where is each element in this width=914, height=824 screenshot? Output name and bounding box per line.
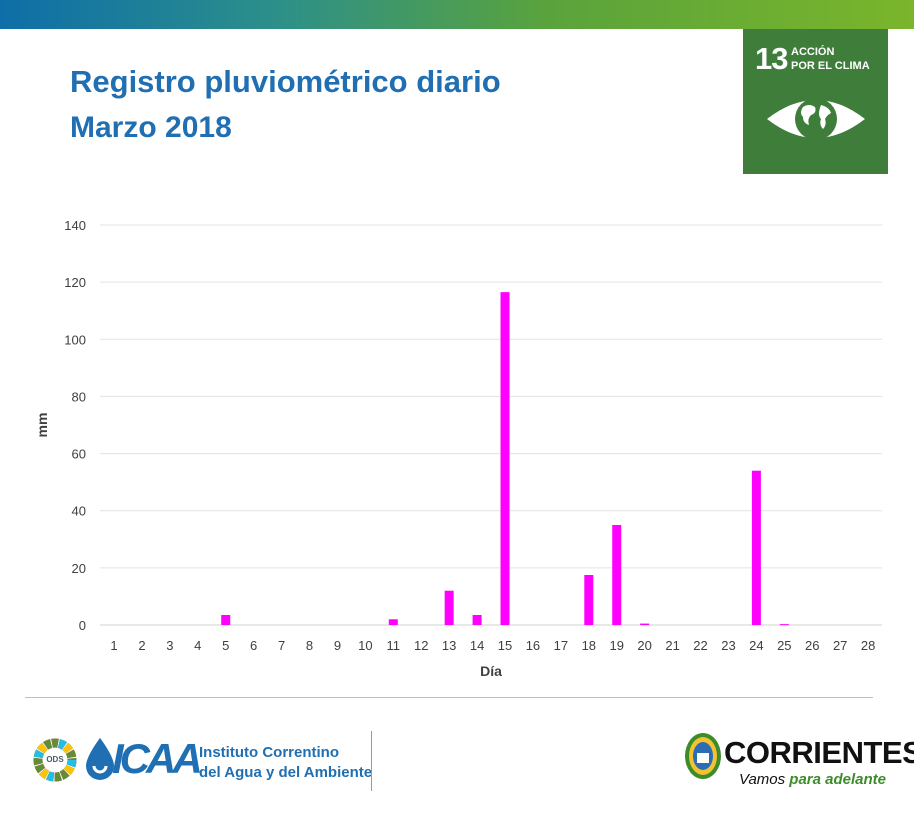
y-tick-label: 20: [72, 561, 86, 576]
corrientes-slogan: Vamos para adelante: [739, 771, 886, 788]
x-tick-label: 2: [138, 638, 145, 653]
bar-day-19: [612, 525, 622, 625]
x-tick-label: 22: [693, 638, 707, 653]
x-tick-label: 3: [166, 638, 173, 653]
x-tick-label: 25: [777, 638, 791, 653]
eye-earth-icon: [767, 98, 865, 140]
x-tick-label: 4: [194, 638, 201, 653]
sdg-13-badge: 13 ACCIÓN POR EL CLIMA: [743, 29, 888, 174]
ods-wheel-icon: [33, 738, 77, 782]
bar-day-25: [779, 624, 789, 626]
sdg-number: 13: [755, 41, 788, 76]
top-gradient-bar: [0, 0, 914, 29]
x-tick-label: 9: [334, 638, 341, 653]
y-tick-label: 140: [64, 218, 86, 233]
x-tick-label: 16: [526, 638, 540, 653]
y-tick-label: 100: [64, 332, 86, 347]
x-tick-label: 27: [833, 638, 847, 653]
bar-day-15: [500, 292, 510, 625]
x-tick-label: 15: [498, 638, 512, 653]
slogan-part2: para adelante: [789, 771, 887, 788]
x-tick-label: 26: [805, 638, 819, 653]
page-subtitle: Marzo 2018: [70, 111, 232, 144]
x-tick-label: 11: [387, 638, 401, 653]
x-tick-label: 8: [306, 638, 313, 653]
bar-day-18: [584, 575, 594, 625]
icaa-name-line1: Instituto Correntino: [199, 744, 339, 761]
x-tick-label: 19: [610, 638, 624, 653]
corrientes-logo-text: CORRIENTES: [724, 735, 914, 770]
x-tick-label: 21: [665, 638, 679, 653]
x-tick-label: 1: [110, 638, 117, 653]
x-tick-label: 10: [358, 638, 372, 653]
y-axis-label: mm: [34, 413, 50, 438]
x-tick-label: 14: [470, 638, 484, 653]
bar-day-13: [444, 590, 454, 625]
bar-day-14: [472, 615, 482, 625]
x-axis-label: Día: [480, 663, 502, 679]
x-tick-label: 7: [278, 638, 285, 653]
x-tick-label: 17: [554, 638, 568, 653]
corrientes-seal-icon: [685, 733, 721, 779]
x-tick-label: 6: [250, 638, 257, 653]
grid-lines: [100, 224, 882, 626]
y-tick-label: 60: [72, 447, 86, 462]
icaa-full-name: Instituto Correntino del Agua y del Ambi…: [199, 743, 372, 783]
y-tick-label: 40: [72, 504, 86, 519]
footer-vertical-divider: [371, 731, 372, 791]
footer-divider-line: [25, 697, 873, 698]
ods-label: ODS: [46, 755, 64, 764]
x-axis-ticks: 1 2 3 4 5 6 7 8 9 10 11 12 13 14 15 16 17 18 19 20 21 22 23 24 2…: [110, 638, 875, 653]
icaa-logo-text: ICAA: [112, 735, 203, 782]
bar-day-24: [751, 470, 761, 625]
bar-day-11: [388, 619, 398, 625]
x-tick-label: 13: [442, 638, 456, 653]
x-tick-label: 23: [721, 638, 735, 653]
y-axis-ticks: 0 20 40 60 80 100 120 140: [64, 218, 86, 633]
x-tick-label: 12: [414, 638, 428, 653]
slogan-part1: Vamos: [739, 771, 790, 788]
y-tick-label: 0: [79, 618, 86, 633]
y-tick-label: 120: [64, 275, 86, 290]
sdg-label-line1: ACCIÓN: [791, 46, 835, 58]
x-tick-label: 20: [637, 638, 651, 653]
page-title: Registro pluviométrico diario: [70, 64, 501, 99]
x-tick-label: 18: [582, 638, 596, 653]
icaa-name-line2: del Agua y del Ambiente: [199, 764, 373, 781]
y-tick-label: 80: [72, 389, 86, 404]
x-tick-label: 5: [222, 638, 229, 653]
sdg-label-line2: POR EL CLIMA: [791, 60, 870, 72]
x-tick-label: 28: [861, 638, 875, 653]
bar-day-20: [640, 623, 650, 625]
x-tick-label: 24: [749, 638, 763, 653]
sdg-label: ACCIÓN POR EL CLIMA: [791, 45, 881, 73]
bar-day-5: [221, 615, 231, 625]
bars: [221, 292, 789, 626]
water-drop-icon: [86, 738, 114, 780]
